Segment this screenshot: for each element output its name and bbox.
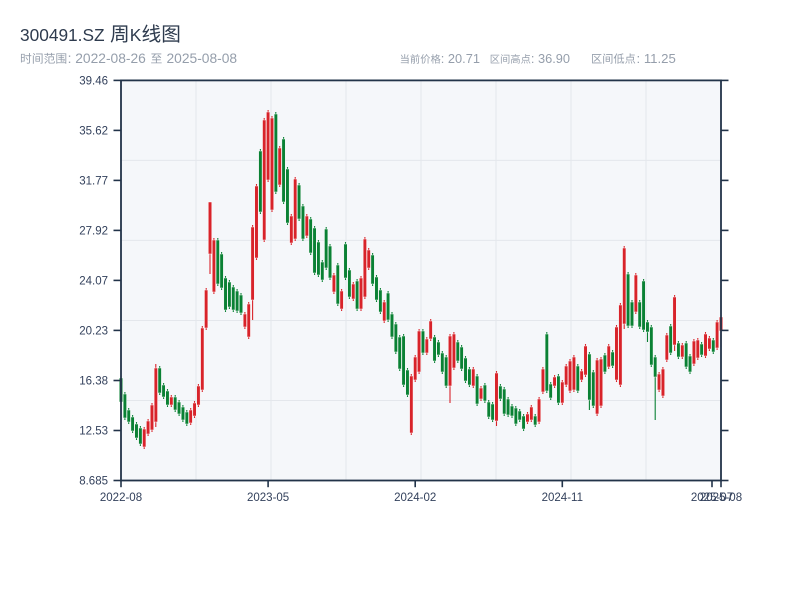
- svg-text:: 11.25: : 11.25: [637, 51, 676, 66]
- svg-text:: 20.71: : 20.71: [441, 51, 480, 66]
- svg-text:2025-07: 2025-07: [691, 492, 733, 504]
- svg-text:12.53: 12.53: [79, 426, 108, 438]
- svg-text:27.92: 27.92: [79, 225, 108, 237]
- svg-text:: 36.90: : 36.90: [531, 51, 570, 66]
- svg-text:300491.SZ: 300491.SZ: [20, 25, 105, 45]
- svg-text:2023-05: 2023-05: [247, 492, 289, 504]
- svg-text:2025-08-08: 2025-08-08: [167, 51, 238, 66]
- svg-text:24.07: 24.07: [79, 275, 108, 287]
- svg-text:K: K: [130, 25, 142, 45]
- svg-text:2024-02: 2024-02: [394, 492, 436, 504]
- svg-text:16.38: 16.38: [79, 376, 108, 388]
- svg-text:2024-11: 2024-11: [542, 492, 583, 504]
- svg-text:39.46: 39.46: [79, 75, 108, 87]
- svg-text:8.685: 8.685: [79, 476, 108, 488]
- svg-text:: 2022-08-26: : 2022-08-26: [68, 51, 147, 66]
- svg-text:31.77: 31.77: [79, 175, 108, 187]
- svg-text:35.62: 35.62: [79, 125, 108, 137]
- svg-text:2025-08: 2025-08: [700, 492, 742, 504]
- svg-text:2022-08: 2022-08: [100, 492, 142, 504]
- svg-text:20.23: 20.23: [79, 325, 108, 337]
